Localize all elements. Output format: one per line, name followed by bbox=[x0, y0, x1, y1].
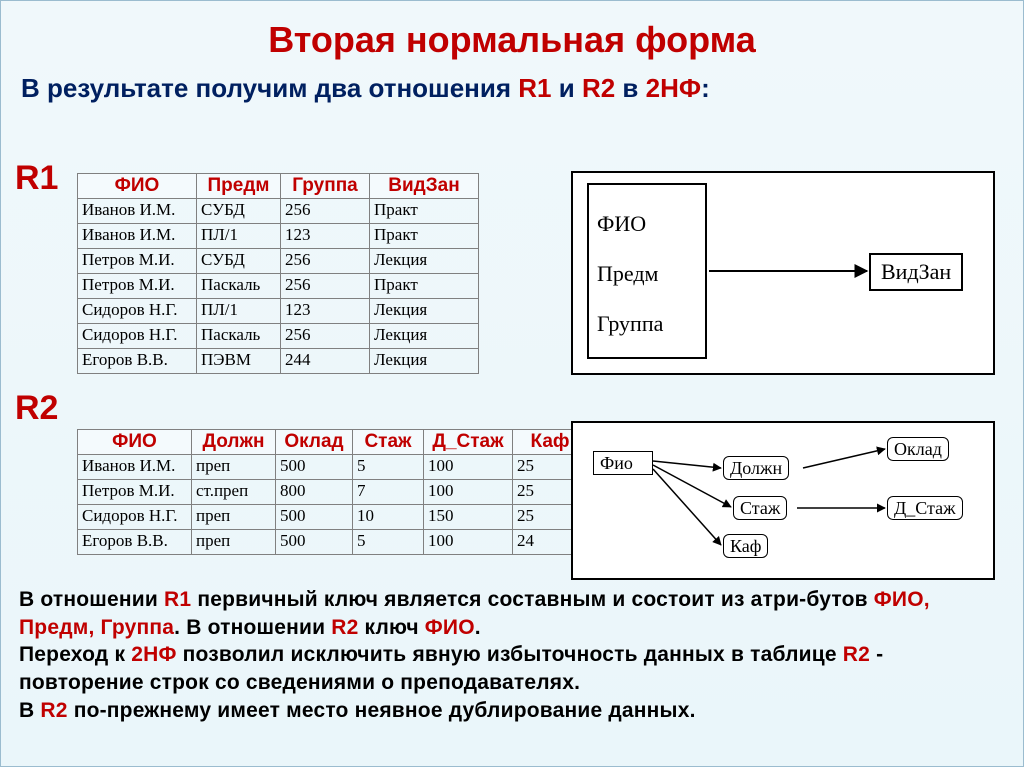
table-cell: 10 bbox=[353, 505, 424, 530]
table-row: Егоров В.В.преп500510024 bbox=[78, 530, 588, 555]
table-cell: ПЛ/1 bbox=[197, 299, 281, 324]
table-cell: Иванов И.М. bbox=[78, 199, 197, 224]
table-row: Петров М.И.СУБД256Лекция bbox=[78, 249, 479, 274]
table-cell: 800 bbox=[276, 480, 353, 505]
table-cell: 5 bbox=[353, 530, 424, 555]
table-cell: Практ bbox=[370, 274, 479, 299]
table-cell: Практ bbox=[370, 224, 479, 249]
diagram-r1: ФИО Предм Группа ВидЗан bbox=[571, 171, 995, 375]
table-cell: 500 bbox=[276, 530, 353, 555]
table-header: Д_Стаж bbox=[424, 430, 513, 455]
table-header: Оклад bbox=[276, 430, 353, 455]
table-cell: 256 bbox=[281, 249, 370, 274]
table-row: Петров М.И.Паскаль256Практ bbox=[78, 274, 479, 299]
subtitle-in: в bbox=[615, 73, 645, 103]
table-header: ВидЗан bbox=[370, 174, 479, 199]
table-header: Предм bbox=[197, 174, 281, 199]
table-cell: Сидоров Н.Г. bbox=[78, 299, 197, 324]
table-row: Иванов И.М.преп500510025 bbox=[78, 455, 588, 480]
d2-oklad-box: Оклад bbox=[887, 437, 949, 461]
subtitle-r1: R1 bbox=[518, 73, 551, 103]
subtitle-2nf: 2НФ bbox=[646, 73, 701, 103]
table-cell: Иванов И.М. bbox=[78, 224, 197, 249]
table-row: Петров М.И.ст.преп800710025 bbox=[78, 480, 588, 505]
table-cell: 100 bbox=[424, 530, 513, 555]
table-cell: Сидоров Н.Г. bbox=[78, 324, 197, 349]
d1-vidzan-box: ВидЗан bbox=[869, 253, 963, 291]
d2-kaf-box: Каф bbox=[723, 534, 768, 558]
slide-title: Вторая нормальная форма bbox=[1, 19, 1023, 61]
table-header: Стаж bbox=[353, 430, 424, 455]
table-cell: Лекция bbox=[370, 324, 479, 349]
table-header: ФИО bbox=[78, 174, 197, 199]
table-cell: Лекция bbox=[370, 349, 479, 374]
table-r1: ФИОПредмГруппаВидЗанИванов И.М.СУБД256Пр… bbox=[77, 173, 479, 374]
table-cell: 100 bbox=[424, 455, 513, 480]
table-r2: ФИОДолжнОкладСтажД_СтажКафИванов И.М.пре… bbox=[77, 429, 588, 555]
table-cell: Егоров В.В. bbox=[78, 530, 192, 555]
table-cell: Лекция bbox=[370, 249, 479, 274]
table-cell: 256 bbox=[281, 274, 370, 299]
table-cell: 256 bbox=[281, 199, 370, 224]
d2-dstazh-box: Д_Стаж bbox=[887, 496, 963, 520]
subtitle-suffix: : bbox=[701, 73, 710, 103]
table-row: Иванов И.М.СУБД256Практ bbox=[78, 199, 479, 224]
table-header: Должн bbox=[192, 430, 276, 455]
table-cell: Паскаль bbox=[197, 324, 281, 349]
table-row: Сидоров Н.Г.ПЛ/1123Лекция bbox=[78, 299, 479, 324]
r2-label: R2 bbox=[15, 389, 58, 428]
table-cell: 7 bbox=[353, 480, 424, 505]
table-row: Сидоров Н.Г.преп5001015025 bbox=[78, 505, 588, 530]
table-cell: Петров М.И. bbox=[78, 249, 197, 274]
table-cell: 150 bbox=[424, 505, 513, 530]
table-row: Сидоров Н.Г.Паскаль256Лекция bbox=[78, 324, 479, 349]
table-cell: 100 bbox=[424, 480, 513, 505]
subtitle-text: В результате получим два отношения bbox=[21, 73, 518, 103]
body-paragraphs: В отношении R1 первичный ключ является с… bbox=[19, 586, 1005, 725]
table-cell: 123 bbox=[281, 299, 370, 324]
slide-subtitle: В результате получим два отношения R1 и … bbox=[21, 73, 1003, 104]
table-cell: Лекция bbox=[370, 299, 479, 324]
table-cell: СУБД bbox=[197, 199, 281, 224]
table-row: Иванов И.М.ПЛ/1123Практ bbox=[78, 224, 479, 249]
table-header: ФИО bbox=[78, 430, 192, 455]
table-cell: преп bbox=[192, 505, 276, 530]
r1-label: R1 bbox=[15, 159, 58, 198]
table-cell: Паскаль bbox=[197, 274, 281, 299]
diagram-r2: Фио Должн Стаж Каф Оклад Д_Стаж bbox=[571, 421, 995, 580]
table-cell: ПЛ/1 bbox=[197, 224, 281, 249]
table-cell: преп bbox=[192, 530, 276, 555]
table-cell: Практ bbox=[370, 199, 479, 224]
table-cell: Петров М.И. bbox=[78, 274, 197, 299]
d2-fio-box: Фио bbox=[593, 451, 653, 475]
table-cell: 500 bbox=[276, 505, 353, 530]
d2-dolzhn-box: Должн bbox=[723, 456, 789, 480]
table-cell: ПЭВМ bbox=[197, 349, 281, 374]
table-cell: Иванов И.М. bbox=[78, 455, 192, 480]
table-cell: 500 bbox=[276, 455, 353, 480]
table-cell: Петров М.И. bbox=[78, 480, 192, 505]
subtitle-r2: R2 bbox=[582, 73, 615, 103]
table-cell: 5 bbox=[353, 455, 424, 480]
table-cell: 256 bbox=[281, 324, 370, 349]
table-cell: 123 bbox=[281, 224, 370, 249]
d2-stazh-box: Стаж bbox=[733, 496, 787, 520]
table-row: Егоров В.В.ПЭВМ244Лекция bbox=[78, 349, 479, 374]
table-cell: 244 bbox=[281, 349, 370, 374]
table-cell: СУБД bbox=[197, 249, 281, 274]
table-cell: преп bbox=[192, 455, 276, 480]
table-cell: ст.преп bbox=[192, 480, 276, 505]
table-cell: Сидоров Н.Г. bbox=[78, 505, 192, 530]
table-cell: Егоров В.В. bbox=[78, 349, 197, 374]
subtitle-and: и bbox=[552, 73, 582, 103]
table-header: Группа bbox=[281, 174, 370, 199]
